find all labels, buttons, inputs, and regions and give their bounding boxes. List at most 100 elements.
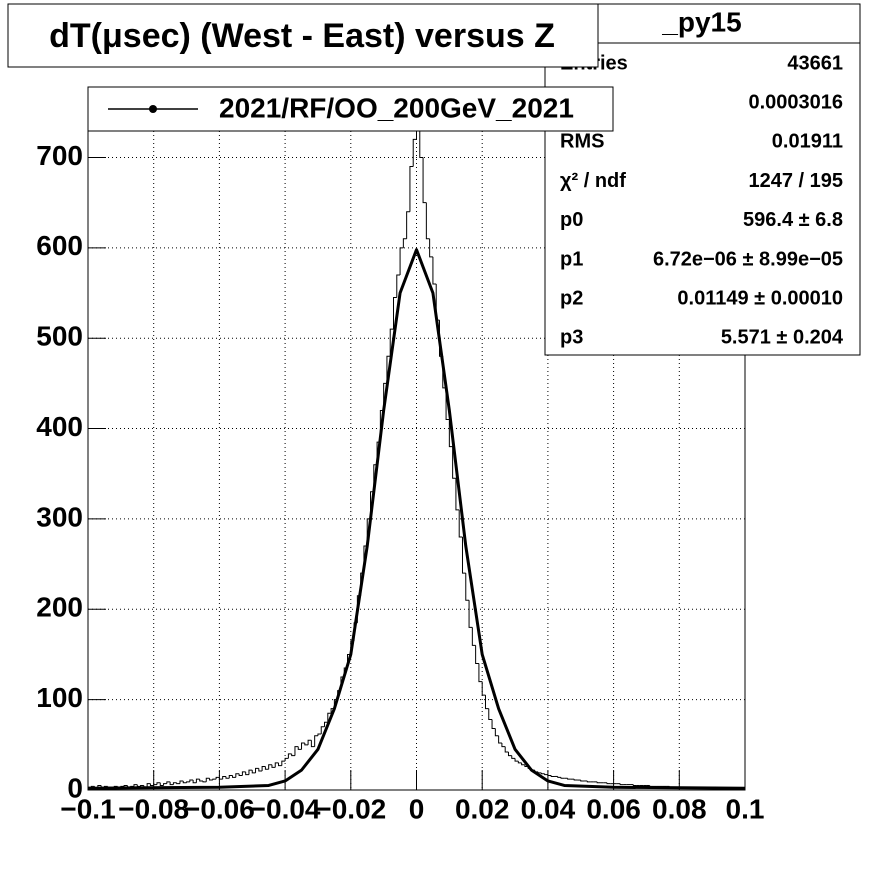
histogram-bin <box>465 573 470 601</box>
title-box: dT(μsec) (West - East) versus Z <box>7 3 599 68</box>
stats-label: p2 <box>560 287 583 309</box>
histogram-bin <box>504 746 509 753</box>
histogram-bin <box>255 767 259 773</box>
histogram-bin <box>212 778 217 781</box>
stats-label: χ² / ndf <box>560 170 626 192</box>
histogram-bin <box>123 784 128 787</box>
histogram-bin <box>156 782 161 785</box>
histogram-bin <box>432 256 437 285</box>
histogram-bin <box>540 772 545 775</box>
histogram-bin <box>514 758 519 762</box>
histogram-bin <box>189 779 194 782</box>
histogram-bin <box>179 780 184 784</box>
histogram-bin <box>232 775 236 778</box>
histogram-bin <box>455 478 460 511</box>
y-tick-label: 400 <box>36 411 83 442</box>
histogram-bin <box>544 773 548 776</box>
histogram-bin <box>494 728 499 737</box>
histogram-bin <box>241 771 246 776</box>
histogram-bin <box>393 297 397 330</box>
stats-label: RMS <box>560 131 604 153</box>
chart-title: dT(μsec) (West - East) versus Z <box>49 17 555 55</box>
histogram-bin <box>606 782 611 785</box>
histogram-bin <box>458 509 463 538</box>
histogram-bin <box>146 783 151 788</box>
histogram-bin <box>386 355 391 384</box>
histogram-bin <box>166 781 171 784</box>
histogram-bin <box>278 762 282 767</box>
histogram-bin <box>317 733 322 736</box>
histogram-bin <box>409 166 414 212</box>
histogram-bin <box>488 708 493 721</box>
histogram-bin <box>422 157 427 204</box>
histogram-bin <box>445 387 450 421</box>
histogram-bin <box>402 238 407 248</box>
histogram-bin <box>245 771 249 776</box>
histogram-bin <box>448 419 453 448</box>
fit-curve <box>87 248 746 790</box>
histogram-bin <box>149 783 154 786</box>
histogram-bin <box>573 779 578 781</box>
y-tick-label: 700 <box>36 140 83 171</box>
histogram-bin <box>412 138 417 167</box>
histogram-bin <box>248 769 253 775</box>
histogram-bin <box>195 778 200 783</box>
histogram-bin <box>163 783 167 786</box>
histogram-bin <box>209 778 213 781</box>
stats-value: 0.0003016 <box>748 91 843 113</box>
histogram-bin <box>632 784 637 786</box>
histogram-bin <box>320 726 325 734</box>
y-tick-label: 100 <box>36 682 83 713</box>
histogram-bin <box>478 663 483 683</box>
histogram-bin <box>301 742 305 750</box>
stats-value: 5.571 ± 0.204 <box>721 327 844 349</box>
histogram-bin <box>468 600 473 628</box>
legend: 2021/RF/OO_200GeV_2021 <box>87 86 614 132</box>
x-tick-label: 0.08 <box>652 793 707 824</box>
histogram-bin <box>297 746 302 750</box>
histogram-bin <box>586 780 591 783</box>
histogram-bin <box>291 753 295 757</box>
x-tick-label: −0.08 <box>118 793 189 824</box>
histogram-bin <box>484 695 489 710</box>
histogram-bin <box>560 777 565 779</box>
histogram-bin <box>550 775 555 777</box>
histogram-bin <box>521 762 525 766</box>
histogram-bin <box>511 755 516 759</box>
x-tick-label: 0.04 <box>521 793 576 824</box>
histogram-bin <box>310 740 315 748</box>
histogram-bin <box>271 764 276 768</box>
y-tick-label: 200 <box>36 592 83 623</box>
x-tick-label: −0.04 <box>250 793 321 824</box>
x-tick-label: −0.06 <box>184 793 255 824</box>
histogram-bin <box>251 770 256 774</box>
histogram-bin <box>268 764 272 770</box>
histogram-bin <box>228 775 233 779</box>
histogram-bin <box>261 766 266 772</box>
histogram-bin <box>133 784 138 787</box>
stats-value: 596.4 ± 6.8 <box>743 209 843 231</box>
stats-value: 6.72e−06 ± 8.99e−05 <box>653 248 843 270</box>
y-tick-label: 0 <box>67 772 83 803</box>
histogram-bin <box>507 752 512 757</box>
histogram-bin <box>235 773 240 778</box>
histogram-bin <box>324 721 328 727</box>
histogram-bin <box>619 783 624 786</box>
histogram-bin <box>202 780 207 783</box>
stats-value: 43661 <box>787 52 843 74</box>
histogram-bin <box>186 781 190 783</box>
histogram-bin <box>471 627 476 646</box>
histogram-bin <box>215 776 220 780</box>
stats-value: 0.01911 <box>772 131 843 153</box>
histogram-bin <box>153 784 157 786</box>
stats-value: 0.01149 ± 0.00010 <box>677 287 843 309</box>
histogram-bin <box>192 780 197 784</box>
histogram-bin <box>461 536 466 574</box>
stats-label: p0 <box>560 209 583 231</box>
histogram-bin <box>327 712 332 723</box>
histogram-bin <box>284 757 289 762</box>
histogram-bin <box>307 739 312 745</box>
histogram-bin <box>274 762 279 768</box>
